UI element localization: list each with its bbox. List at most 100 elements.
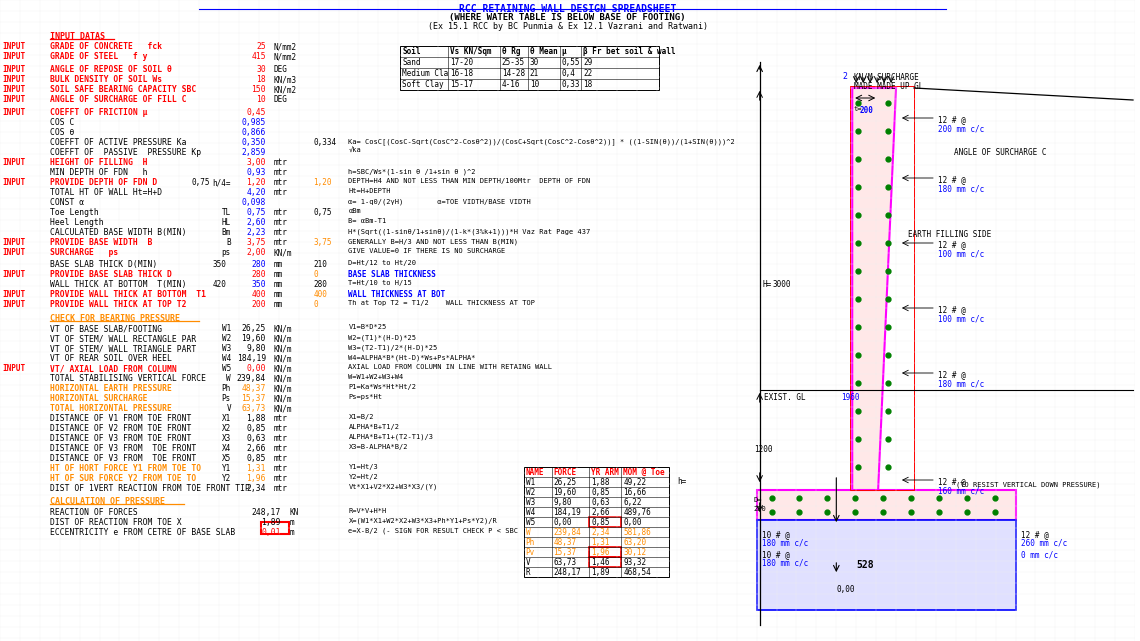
Text: INPUT: INPUT xyxy=(2,238,25,247)
Text: 184,19: 184,19 xyxy=(554,508,581,517)
Text: 63,20: 63,20 xyxy=(624,538,646,547)
Text: 10: 10 xyxy=(256,95,266,104)
Text: VT OF REAR SOIL OVER HEEL: VT OF REAR SOIL OVER HEEL xyxy=(50,354,172,363)
Text: TL: TL xyxy=(222,208,231,217)
Text: 17-20: 17-20 xyxy=(450,58,473,67)
Text: INPUT: INPUT xyxy=(2,75,25,84)
Text: Bm: Bm xyxy=(222,228,231,237)
Text: Heel Length: Heel Length xyxy=(50,218,104,227)
Polygon shape xyxy=(853,88,896,490)
Text: X=(W1*X1+W2*X2+W3*X3+Ph*Y1+Ps*Y2)/R: X=(W1*X1+W2*X2+W3*X3+Ph*Y1+Ps*Y2)/R xyxy=(349,518,497,524)
Text: INPUT: INPUT xyxy=(2,364,25,373)
Text: KN: KN xyxy=(290,508,299,517)
Text: KN/m: KN/m xyxy=(274,384,292,393)
Text: 1,31: 1,31 xyxy=(246,464,266,473)
Text: 26,25: 26,25 xyxy=(242,324,266,333)
Text: ANGLE OF REPOSE OF SOIL θ: ANGLE OF REPOSE OF SOIL θ xyxy=(50,65,172,74)
Text: 0,01: 0,01 xyxy=(261,528,280,537)
Text: HORIZONTAL EARTH PRESSURE: HORIZONTAL EARTH PRESSURE xyxy=(50,384,172,393)
Text: 2,66: 2,66 xyxy=(592,508,610,517)
Text: mm: mm xyxy=(274,300,283,309)
Text: 0,985: 0,985 xyxy=(242,118,266,127)
Text: mtr: mtr xyxy=(274,168,287,177)
Text: HORIZONTAL SURCHARGE: HORIZONTAL SURCHARGE xyxy=(50,394,147,403)
Text: 280: 280 xyxy=(314,280,327,289)
Text: h=: h= xyxy=(677,477,686,486)
Text: 420: 420 xyxy=(212,280,226,289)
Text: KN/m: KN/m xyxy=(274,374,292,383)
Bar xyxy=(523,467,669,577)
Text: Y1=Ht/3: Y1=Ht/3 xyxy=(349,464,378,470)
Text: 260 mm c/c: 260 mm c/c xyxy=(1020,539,1067,548)
Text: X5: X5 xyxy=(222,454,231,463)
Text: INPUT: INPUT xyxy=(2,108,25,117)
Text: N/mm2: N/mm2 xyxy=(274,42,296,51)
Text: VT OF STEM/ WALL TRIANGLE PART: VT OF STEM/ WALL TRIANGLE PART xyxy=(50,344,196,353)
Text: INPUT DATAS: INPUT DATAS xyxy=(50,32,105,41)
Text: INPUT: INPUT xyxy=(2,300,25,309)
Text: W4: W4 xyxy=(526,508,535,517)
Text: 1,96: 1,96 xyxy=(246,474,266,483)
Text: 184,19: 184,19 xyxy=(237,354,266,363)
Text: mtr: mtr xyxy=(274,484,287,493)
Text: WALL THICKNESS AT BOT: WALL THICKNESS AT BOT xyxy=(349,290,446,299)
Text: KN/m: KN/m xyxy=(274,404,292,413)
Text: 12 # @: 12 # @ xyxy=(938,370,966,379)
Text: 0,75: 0,75 xyxy=(192,178,210,187)
Text: GIVE VALUE=0 IF THERE IS NO SURCHARGE: GIVE VALUE=0 IF THERE IS NO SURCHARGE xyxy=(349,248,506,254)
Text: 0,00: 0,00 xyxy=(246,364,266,373)
Text: CONST α: CONST α xyxy=(50,198,84,207)
Text: PROVIDE BASE WIDTH  B: PROVIDE BASE WIDTH B xyxy=(50,238,152,247)
Text: Ka= CosC[(CosC-Sqrt(CosC^2-Cosθ^2))/(CosC+Sqrt(CosC^2-Cosθ^2))] * ((1-SIN(θ))/(1: Ka= CosC[(CosC-Sqrt(CosC^2-Cosθ^2))/(Cos… xyxy=(349,138,735,145)
Text: SOIL SAFE BEARING CAPACITY SBC: SOIL SAFE BEARING CAPACITY SBC xyxy=(50,85,196,94)
Text: 0,33: 0,33 xyxy=(562,80,580,89)
Text: 180 mm c/c: 180 mm c/c xyxy=(938,379,984,388)
Text: Ph: Ph xyxy=(222,384,231,393)
Text: Medium Cla: Medium Cla xyxy=(402,69,448,78)
Text: 15-17: 15-17 xyxy=(450,80,473,89)
Text: W3=(T2-T1)/2*(H-D)*25: W3=(T2-T1)/2*(H-D)*25 xyxy=(349,344,438,351)
Text: mtr: mtr xyxy=(274,158,287,167)
Text: 0,4: 0,4 xyxy=(562,69,576,78)
Bar xyxy=(757,520,1016,610)
Text: (TO RESIST VERTICAL DOWN PRESSURE): (TO RESIST VERTICAL DOWN PRESSURE) xyxy=(955,482,1100,488)
Bar xyxy=(400,46,659,90)
Text: 248,17: 248,17 xyxy=(554,568,581,577)
Text: mtr: mtr xyxy=(274,208,287,217)
Text: mtr: mtr xyxy=(274,474,287,483)
Text: 12 # @: 12 # @ xyxy=(938,240,966,249)
Text: DISTANCE OF V3 FROM  TOE FRONT: DISTANCE OF V3 FROM TOE FRONT xyxy=(50,444,196,453)
Text: 239,84: 239,84 xyxy=(237,374,266,383)
Text: μ: μ xyxy=(562,47,567,56)
Text: PROVIDE WALL THICK AT TOP T2: PROVIDE WALL THICK AT TOP T2 xyxy=(50,300,186,309)
Text: GENERALLY B=H/3 AND NOT LESS THAN B(MIN): GENERALLY B=H/3 AND NOT LESS THAN B(MIN) xyxy=(349,238,519,244)
Text: mtr: mtr xyxy=(274,434,287,443)
Text: R=V*V+H*H: R=V*V+H*H xyxy=(349,508,386,514)
Text: 2,34: 2,34 xyxy=(592,528,610,537)
Text: 0,00: 0,00 xyxy=(624,518,642,527)
Text: 0,866: 0,866 xyxy=(242,128,266,137)
Text: 63,73: 63,73 xyxy=(242,404,266,413)
Text: TOTAL HT OF WALL Ht=H+D: TOTAL HT OF WALL Ht=H+D xyxy=(50,188,162,197)
Text: ps: ps xyxy=(222,248,231,257)
Text: m: m xyxy=(290,518,294,527)
Text: W5: W5 xyxy=(526,518,535,527)
Text: mm: mm xyxy=(274,260,283,269)
Text: YR ARM: YR ARM xyxy=(592,468,619,477)
Text: 15,37: 15,37 xyxy=(554,548,577,557)
Text: β Fr bet soil & wall: β Fr bet soil & wall xyxy=(584,47,676,56)
Text: 0,55: 0,55 xyxy=(562,58,580,67)
Text: 16,66: 16,66 xyxy=(624,488,646,497)
Text: 29: 29 xyxy=(584,58,593,67)
Text: 400: 400 xyxy=(314,290,327,299)
Text: 1,46: 1,46 xyxy=(592,558,610,567)
Text: KN/m: KN/m xyxy=(274,344,292,353)
Text: 200 mm c/c: 200 mm c/c xyxy=(938,124,984,133)
Text: D=: D= xyxy=(754,497,763,503)
Text: Ps=ps*Ht: Ps=ps*Ht xyxy=(349,394,382,400)
Text: H*(Sqrt((1-sinθ/1+sinθ)/(1-k*(3%k+1)))*H Vaz Rat Page 437: H*(Sqrt((1-sinθ/1+sinθ)/(1-k*(3%k+1)))*H… xyxy=(349,228,591,235)
Text: m: m xyxy=(290,528,294,537)
Text: 468,54: 468,54 xyxy=(624,568,651,577)
Text: 48,37: 48,37 xyxy=(242,384,266,393)
Text: 180 mm c/c: 180 mm c/c xyxy=(762,559,808,568)
